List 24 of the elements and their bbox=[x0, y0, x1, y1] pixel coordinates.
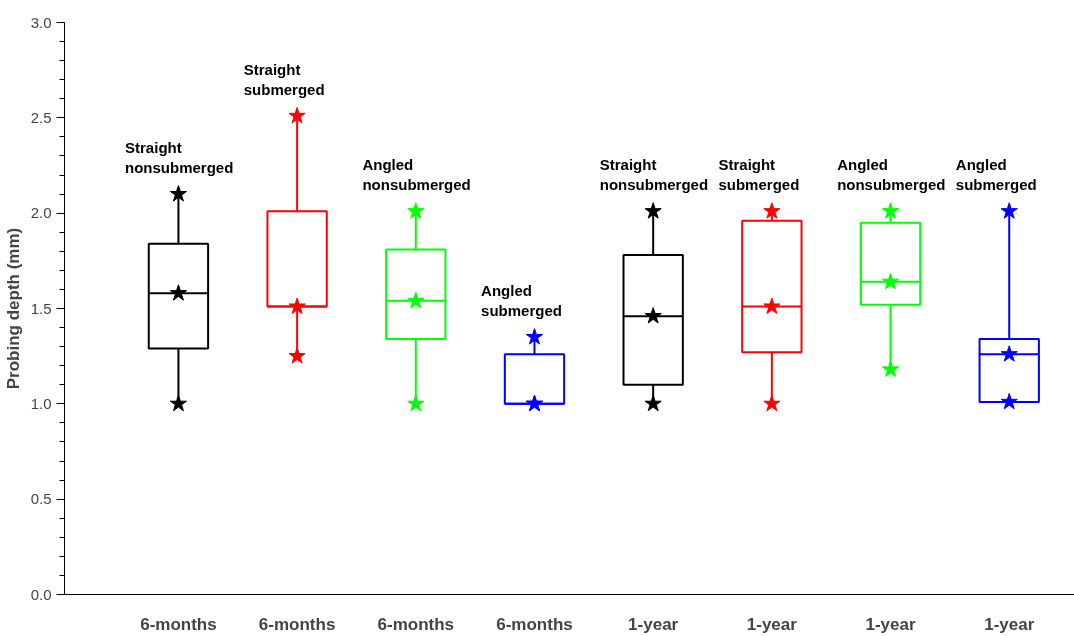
annotation: Angled nonsubmerged bbox=[837, 155, 946, 194]
y-tick-label: 0.5 bbox=[30, 490, 52, 508]
y-tick-label: 0.0 bbox=[30, 585, 52, 603]
annotation: Straight nonsubmerged bbox=[125, 138, 234, 177]
y-axis-title: Probing depth (mm) bbox=[3, 227, 23, 390]
annotation: Angled nonsubmerged bbox=[362, 155, 471, 194]
annotation: Straight submerged bbox=[243, 60, 325, 98]
x-tick-label: 6-months bbox=[258, 614, 336, 634]
y-tick-label: 2.5 bbox=[30, 108, 52, 126]
x-tick-label: 1-year bbox=[984, 614, 1035, 634]
annotation: Straight nonsubmerged bbox=[599, 155, 709, 194]
x-tick-label: 1-year bbox=[746, 614, 798, 634]
annotation: Straight submerged bbox=[718, 155, 800, 194]
x-tick-label: 1-year bbox=[628, 614, 679, 634]
x-tick-label: 6-months bbox=[496, 614, 573, 634]
x-tick-label: 6-months bbox=[140, 614, 217, 634]
y-tick-label: 1.5 bbox=[30, 299, 52, 317]
annotation: Angled submerged bbox=[955, 155, 1037, 194]
annotation: Angled submerged bbox=[481, 281, 562, 320]
y-tick-label: 2.0 bbox=[30, 204, 52, 222]
y-tick-label: 1.0 bbox=[30, 394, 52, 412]
x-tick-label: 1-year bbox=[865, 614, 916, 634]
y-tick-label: 3.0 bbox=[30, 13, 52, 31]
x-tick-label: 6-months bbox=[377, 614, 455, 634]
